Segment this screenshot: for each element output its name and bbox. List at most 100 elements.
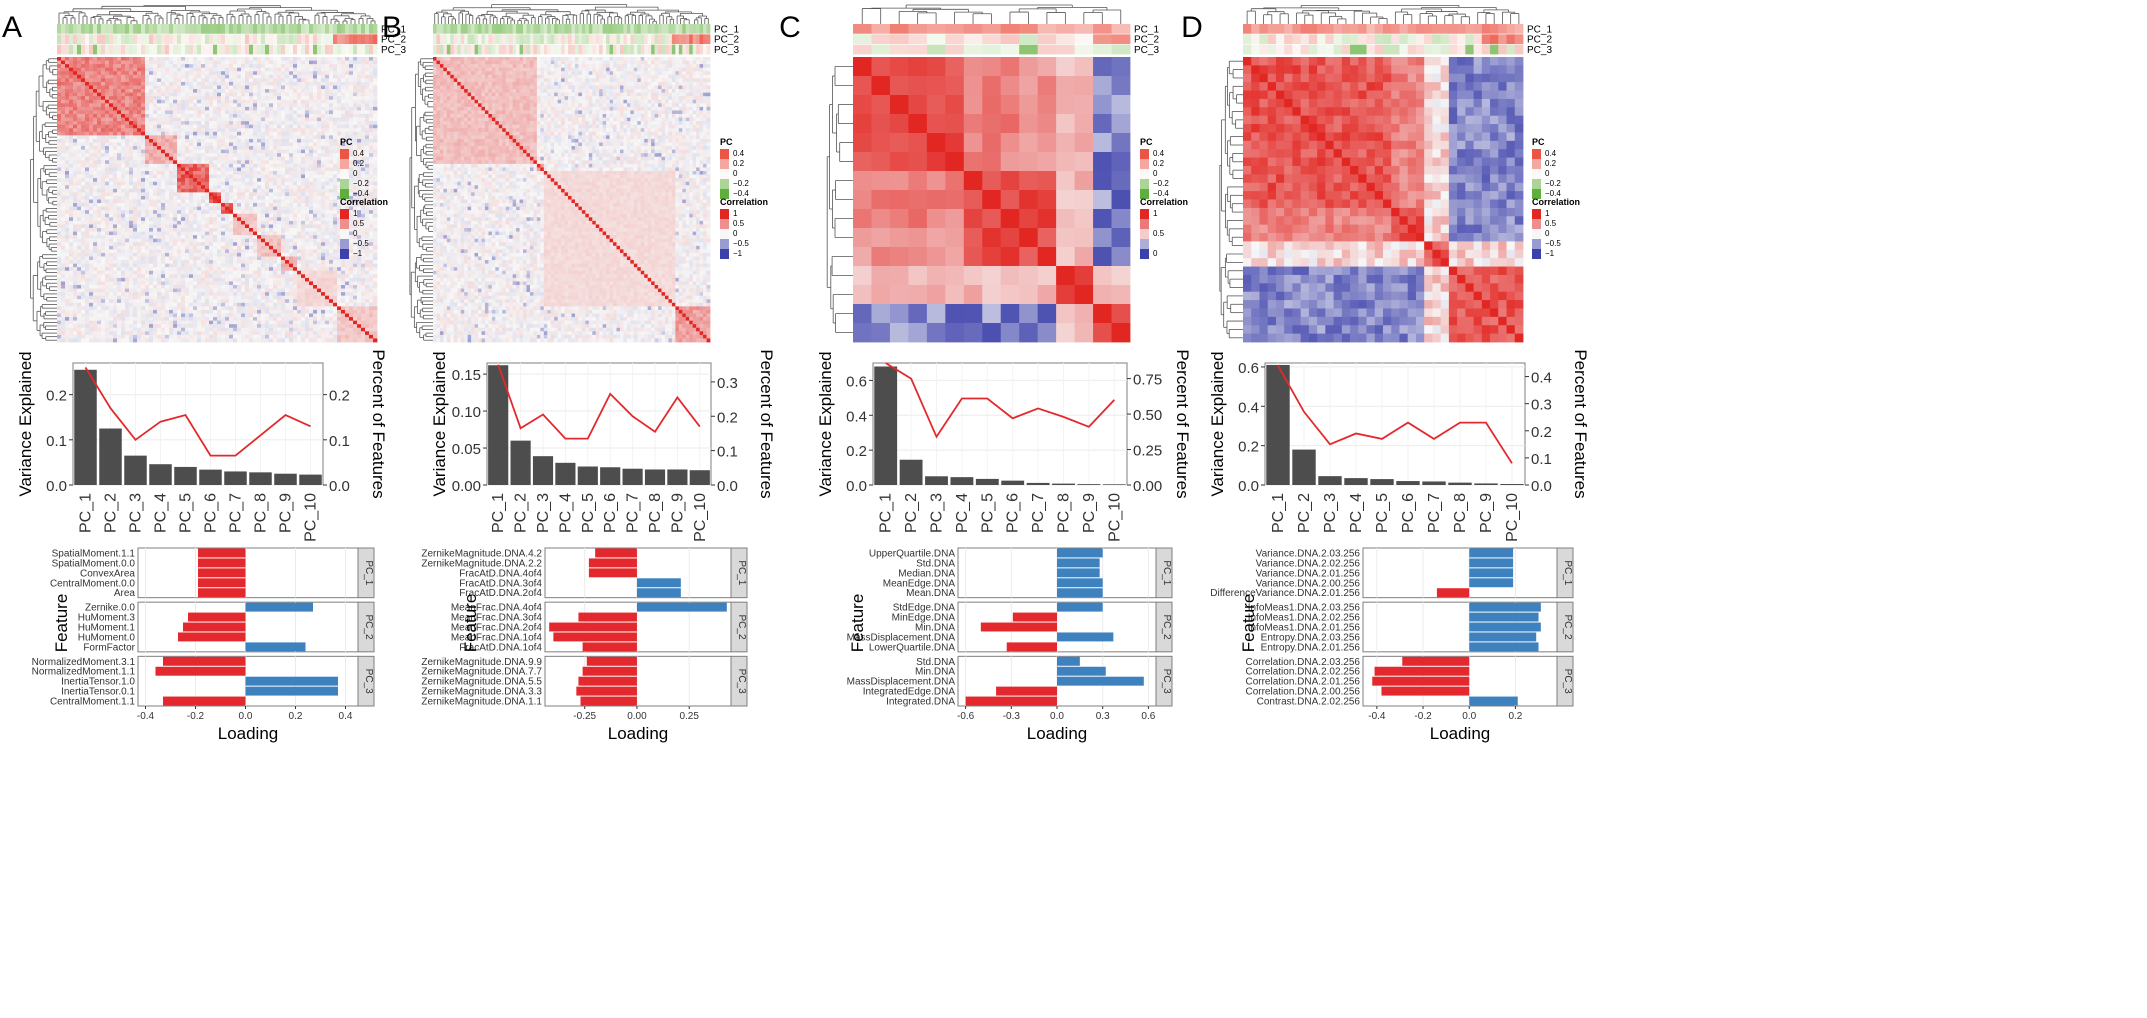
heatmap-cell xyxy=(357,167,362,172)
heatmap-cell xyxy=(157,131,162,136)
heatmap-cell xyxy=(333,135,338,140)
heatmap-cell xyxy=(157,260,162,265)
heatmap-cell xyxy=(357,153,362,158)
heatmap-cell xyxy=(265,121,270,126)
heatmap-cell xyxy=(321,138,326,143)
heatmap-cell xyxy=(113,163,118,168)
heatmap-cell xyxy=(293,206,298,211)
heatmap-cell xyxy=(225,121,230,126)
heatmap-cell xyxy=(365,60,370,65)
heatmap-cell xyxy=(269,160,274,165)
heatmap-cell xyxy=(249,64,254,69)
heatmap-cell xyxy=(85,270,90,275)
heatmap-cell xyxy=(217,224,222,229)
heatmap-cell xyxy=(353,238,358,243)
heatmap-cell xyxy=(285,156,290,161)
heatmap-cell xyxy=(225,71,230,76)
heatmap-cell xyxy=(297,131,302,136)
heatmap-cell xyxy=(77,110,82,115)
heatmap-cell xyxy=(153,160,158,165)
heatmap-cell xyxy=(93,242,98,247)
heatmap-cell xyxy=(217,64,222,69)
heatmap-cell xyxy=(61,192,66,197)
heatmap-cell xyxy=(161,242,166,247)
heatmap-cell xyxy=(265,92,270,97)
heatmap-cell xyxy=(65,178,70,183)
heatmap-cell xyxy=(193,203,198,208)
heatmap-cell xyxy=(177,138,182,143)
heatmap-cell xyxy=(205,235,210,240)
heatmap-cell xyxy=(109,267,114,272)
heatmap-cell xyxy=(177,96,182,101)
heatmap-cell xyxy=(313,167,318,172)
heatmap-cell xyxy=(321,256,326,261)
heatmap-cell xyxy=(225,81,230,86)
heatmap-cell xyxy=(369,167,374,172)
heatmap-cell xyxy=(85,256,90,261)
heatmap-cell xyxy=(285,245,290,250)
heatmap-cell xyxy=(113,217,118,222)
heatmap-cell xyxy=(357,117,362,122)
heatmap-cell xyxy=(213,256,218,261)
heatmap-cell xyxy=(133,81,138,86)
heatmap-cell xyxy=(249,85,254,90)
heatmap-cell xyxy=(357,106,362,111)
heatmap-cell xyxy=(209,206,214,211)
heatmap-cell xyxy=(261,160,266,165)
heatmap-cell xyxy=(241,106,246,111)
heatmap-cell xyxy=(333,124,338,129)
heatmap-cell xyxy=(225,274,230,279)
heatmap-cell xyxy=(249,153,254,158)
heatmap-cell xyxy=(313,203,318,208)
heatmap-cell xyxy=(97,252,102,257)
heatmap-cell xyxy=(125,81,130,86)
heatmap-cell xyxy=(297,213,302,218)
heatmap-cell xyxy=(349,206,354,211)
heatmap-cell xyxy=(193,178,198,183)
heatmap-cell xyxy=(81,213,86,218)
heatmap-cell xyxy=(69,235,74,240)
heatmap-cell xyxy=(245,260,250,265)
heatmap-cell xyxy=(105,121,110,126)
heatmap-cell xyxy=(141,156,146,161)
heatmap-cell xyxy=(365,171,370,175)
heatmap-cell xyxy=(205,131,210,136)
heatmap-cell xyxy=(105,67,110,72)
heatmap-cell xyxy=(193,188,198,193)
heatmap-cell xyxy=(357,267,362,272)
heatmap-cell xyxy=(265,213,270,218)
heatmap-cell xyxy=(337,249,342,254)
heatmap-cell xyxy=(277,60,282,65)
heatmap-cell xyxy=(141,114,146,118)
heatmap-cell xyxy=(209,252,214,257)
heatmap-cell xyxy=(369,153,374,158)
heatmap-cell xyxy=(349,74,354,79)
heatmap-cell xyxy=(277,206,282,211)
heatmap-cell xyxy=(181,252,186,257)
heatmap-cell xyxy=(269,156,274,161)
heatmap-cell xyxy=(57,256,62,261)
heatmap-cell xyxy=(233,256,238,261)
heatmap-cell xyxy=(337,181,342,186)
heatmap-cell xyxy=(233,103,238,108)
heatmap-cell xyxy=(85,138,90,143)
heatmap-cell xyxy=(213,231,218,236)
heatmap-cell xyxy=(169,60,174,65)
heatmap-cell xyxy=(57,274,62,279)
heatmap-cell xyxy=(81,192,86,197)
heatmap-cell xyxy=(105,171,110,175)
heatmap-cell xyxy=(185,67,190,72)
heatmap-cell xyxy=(173,206,178,211)
heatmap-cell xyxy=(141,103,146,108)
heatmap-cell xyxy=(137,149,142,154)
heatmap-cell xyxy=(177,85,182,90)
heatmap-cell xyxy=(241,117,246,122)
heatmap-cell xyxy=(185,228,190,232)
heatmap-cell xyxy=(149,114,154,118)
heatmap-cell xyxy=(197,142,202,147)
heatmap-cell xyxy=(241,188,246,193)
heatmap-cell xyxy=(265,224,270,229)
heatmap-cell xyxy=(325,71,330,76)
heatmap-cell xyxy=(101,96,106,101)
heatmap-cell xyxy=(353,274,358,279)
